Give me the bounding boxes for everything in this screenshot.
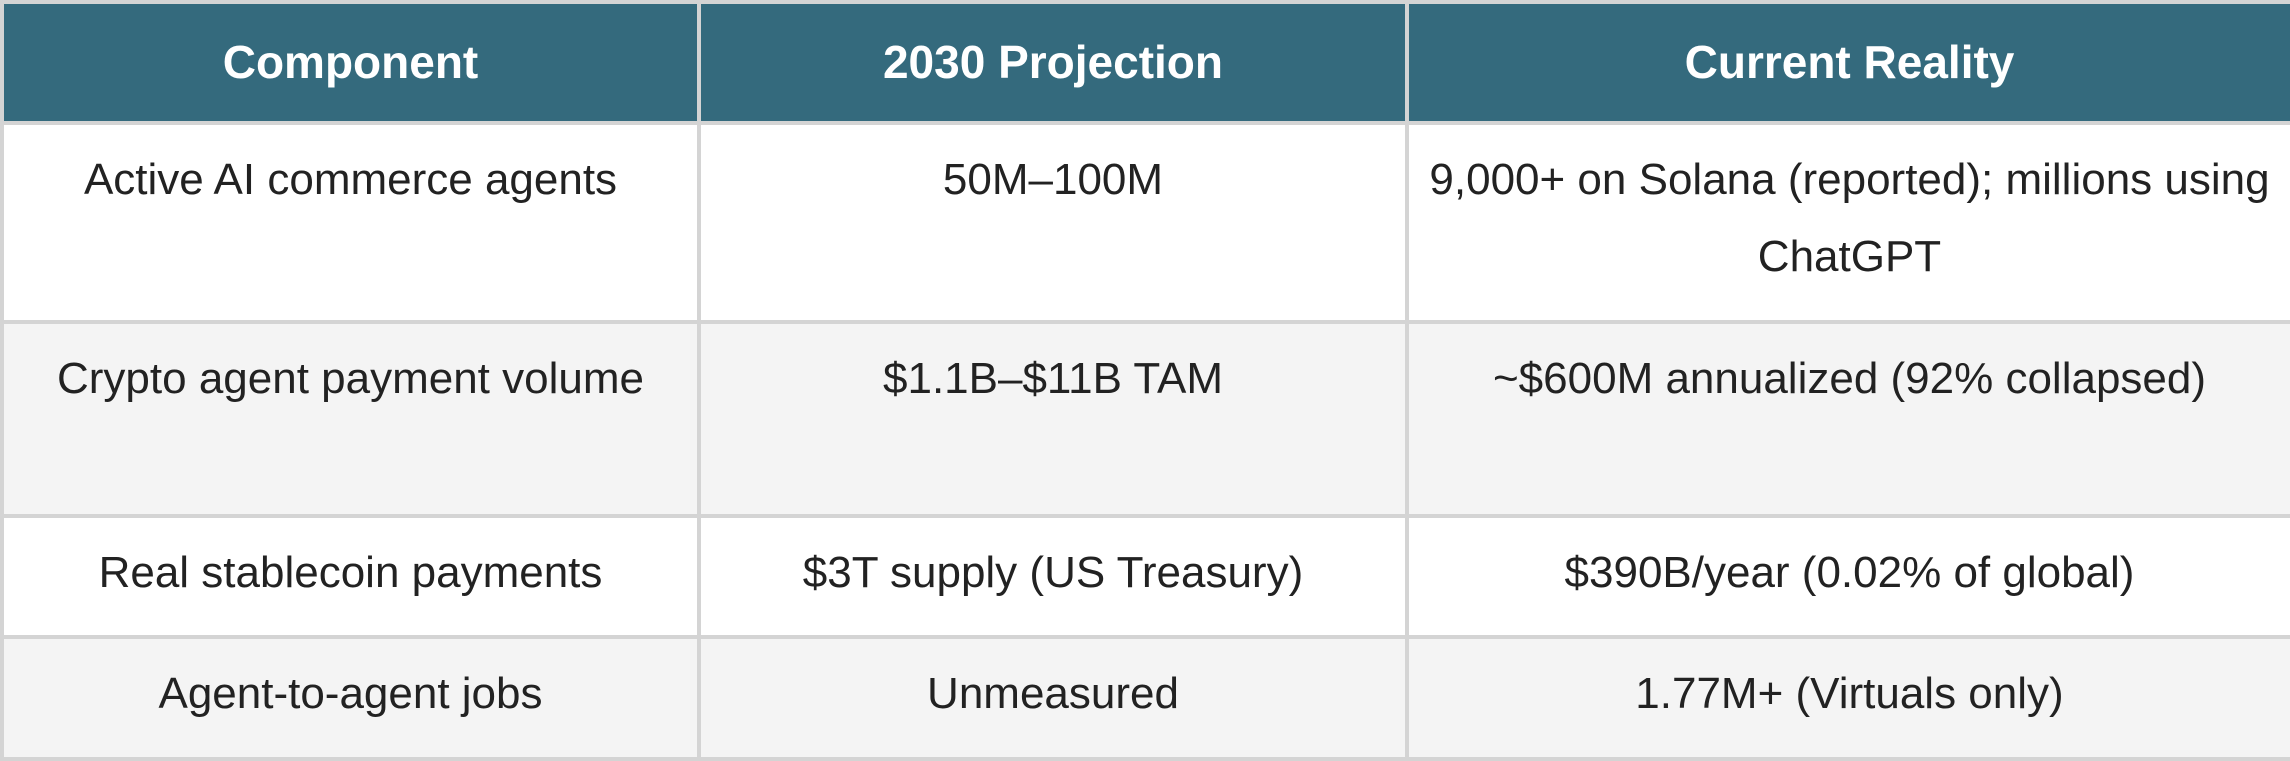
column-header: Component (0, 0, 701, 125)
table-cell: $390B/year (0.02% of global) (1405, 514, 2290, 639)
table-row: Agent-to-agent jobs Unmeasured 1.77M+ (Vir… (0, 635, 2290, 761)
table-cell: $3T supply (US Treasury) (697, 514, 1409, 639)
table-cell: Real stablecoin payments (0, 514, 701, 639)
table-row: Real stablecoin payments $3T supply (US T… (0, 514, 2290, 639)
header-row: Component 2030 Projection Current Reality (0, 0, 2290, 125)
table-cell: Crypto agent payment volume (0, 320, 701, 518)
table-body: Active AI commerce agents 50M–100M 9,000+ … (0, 121, 2290, 761)
table-cell: Active AI commerce agents (0, 121, 701, 324)
table-cell: Agent-to-agent jobs (0, 635, 701, 761)
column-header: 2030 Projection (697, 0, 1409, 125)
table-cell: 50M–100M (697, 121, 1409, 324)
column-header: Current Reality (1405, 0, 2290, 125)
table-cell: $1.1B–$11B TAM (697, 320, 1409, 518)
table-row: Active AI commerce agents 50M–100M 9,000+ … (0, 121, 2290, 324)
table-row: Crypto agent payment volume $1.1B–$11B TA… (0, 320, 2290, 518)
table-cell: ~$600M annualized (92% collapsed) (1405, 320, 2290, 518)
table-cell: 1.77M+ (Virtuals only) (1405, 635, 2290, 761)
table-header: Component 2030 Projection Current Reality (0, 0, 2290, 125)
table-cell: 9,000+ on Solana (reported); millions us… (1405, 121, 2290, 324)
table-cell: Unmeasured (697, 635, 1409, 761)
